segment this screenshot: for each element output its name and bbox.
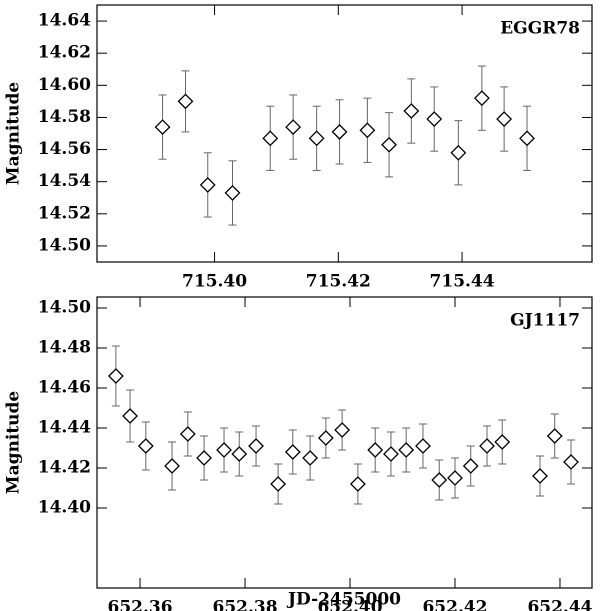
- y-tick-label: 14.50: [38, 298, 91, 318]
- point: [270, 476, 287, 492]
- point: [426, 111, 443, 127]
- point: [331, 123, 348, 140]
- point: [532, 468, 548, 484]
- y-tick-label: 14.56: [38, 139, 91, 159]
- x-tick-label: 652.42: [422, 598, 487, 611]
- x-tick-label: 652.40: [317, 598, 382, 611]
- point: [285, 119, 302, 135]
- point: [231, 446, 248, 462]
- point: [473, 90, 490, 107]
- y-tick-label: 14.40: [38, 498, 91, 518]
- point: [164, 458, 180, 474]
- panel-label: GJ1117: [510, 311, 580, 331]
- point: [308, 130, 325, 147]
- point: [137, 438, 154, 454]
- point: [367, 442, 384, 458]
- point: [248, 438, 264, 454]
- x-tick-label: 652.38: [212, 598, 277, 611]
- point: [519, 130, 535, 147]
- point: [177, 93, 194, 110]
- point: [284, 444, 301, 460]
- y-tick-label: 14.52: [38, 203, 91, 223]
- point: [381, 136, 397, 153]
- point: [462, 458, 479, 474]
- plot-frame: [96, 4, 593, 263]
- point: [334, 422, 351, 438]
- y-tick-label: 14.60: [38, 75, 91, 95]
- point: [447, 470, 463, 486]
- point: [122, 408, 138, 424]
- y-tick-label: 14.44: [38, 418, 91, 438]
- point: [431, 472, 448, 488]
- point: [216, 442, 232, 458]
- x-tick-label: 715.40: [182, 272, 247, 292]
- point: [154, 119, 171, 135]
- y-tick-label: 14.54: [38, 171, 91, 191]
- y-tick-label: 14.58: [38, 107, 91, 127]
- point: [403, 103, 420, 119]
- y-tick-label: 14.48: [38, 338, 91, 358]
- x-tick-label: 715.42: [306, 272, 371, 292]
- point: [496, 111, 513, 127]
- y-tick-label: 14.42: [38, 458, 91, 478]
- y-axis-label: Magnitude: [4, 82, 24, 186]
- point: [415, 438, 431, 454]
- plot-frame: [96, 296, 593, 589]
- y-axis-label: Magnitude: [4, 391, 24, 495]
- x-tick-label: 715.44: [430, 272, 495, 292]
- point: [383, 446, 399, 462]
- point: [546, 428, 563, 444]
- point: [359, 122, 376, 139]
- point: [196, 450, 213, 466]
- point: [450, 144, 467, 161]
- point: [317, 430, 334, 446]
- point: [349, 476, 366, 492]
- point: [262, 130, 279, 147]
- y-tick-label: 14.46: [38, 378, 91, 398]
- point: [563, 454, 579, 470]
- x-axis-label: JD-2455000: [286, 590, 401, 610]
- point: [179, 426, 196, 442]
- point: [199, 176, 216, 193]
- point: [494, 434, 511, 450]
- x-tick-label: 652.44: [527, 598, 592, 611]
- point: [302, 450, 319, 466]
- y-tick-label: 14.50: [38, 235, 91, 255]
- point: [398, 442, 415, 458]
- point: [479, 438, 495, 454]
- y-tick-label: 14.64: [38, 11, 91, 31]
- panel-label: EGGR78: [500, 19, 580, 39]
- x-tick-label: 652.36: [108, 598, 173, 611]
- y-tick-label: 14.62: [38, 43, 91, 63]
- point: [107, 368, 124, 384]
- point: [224, 185, 241, 201]
